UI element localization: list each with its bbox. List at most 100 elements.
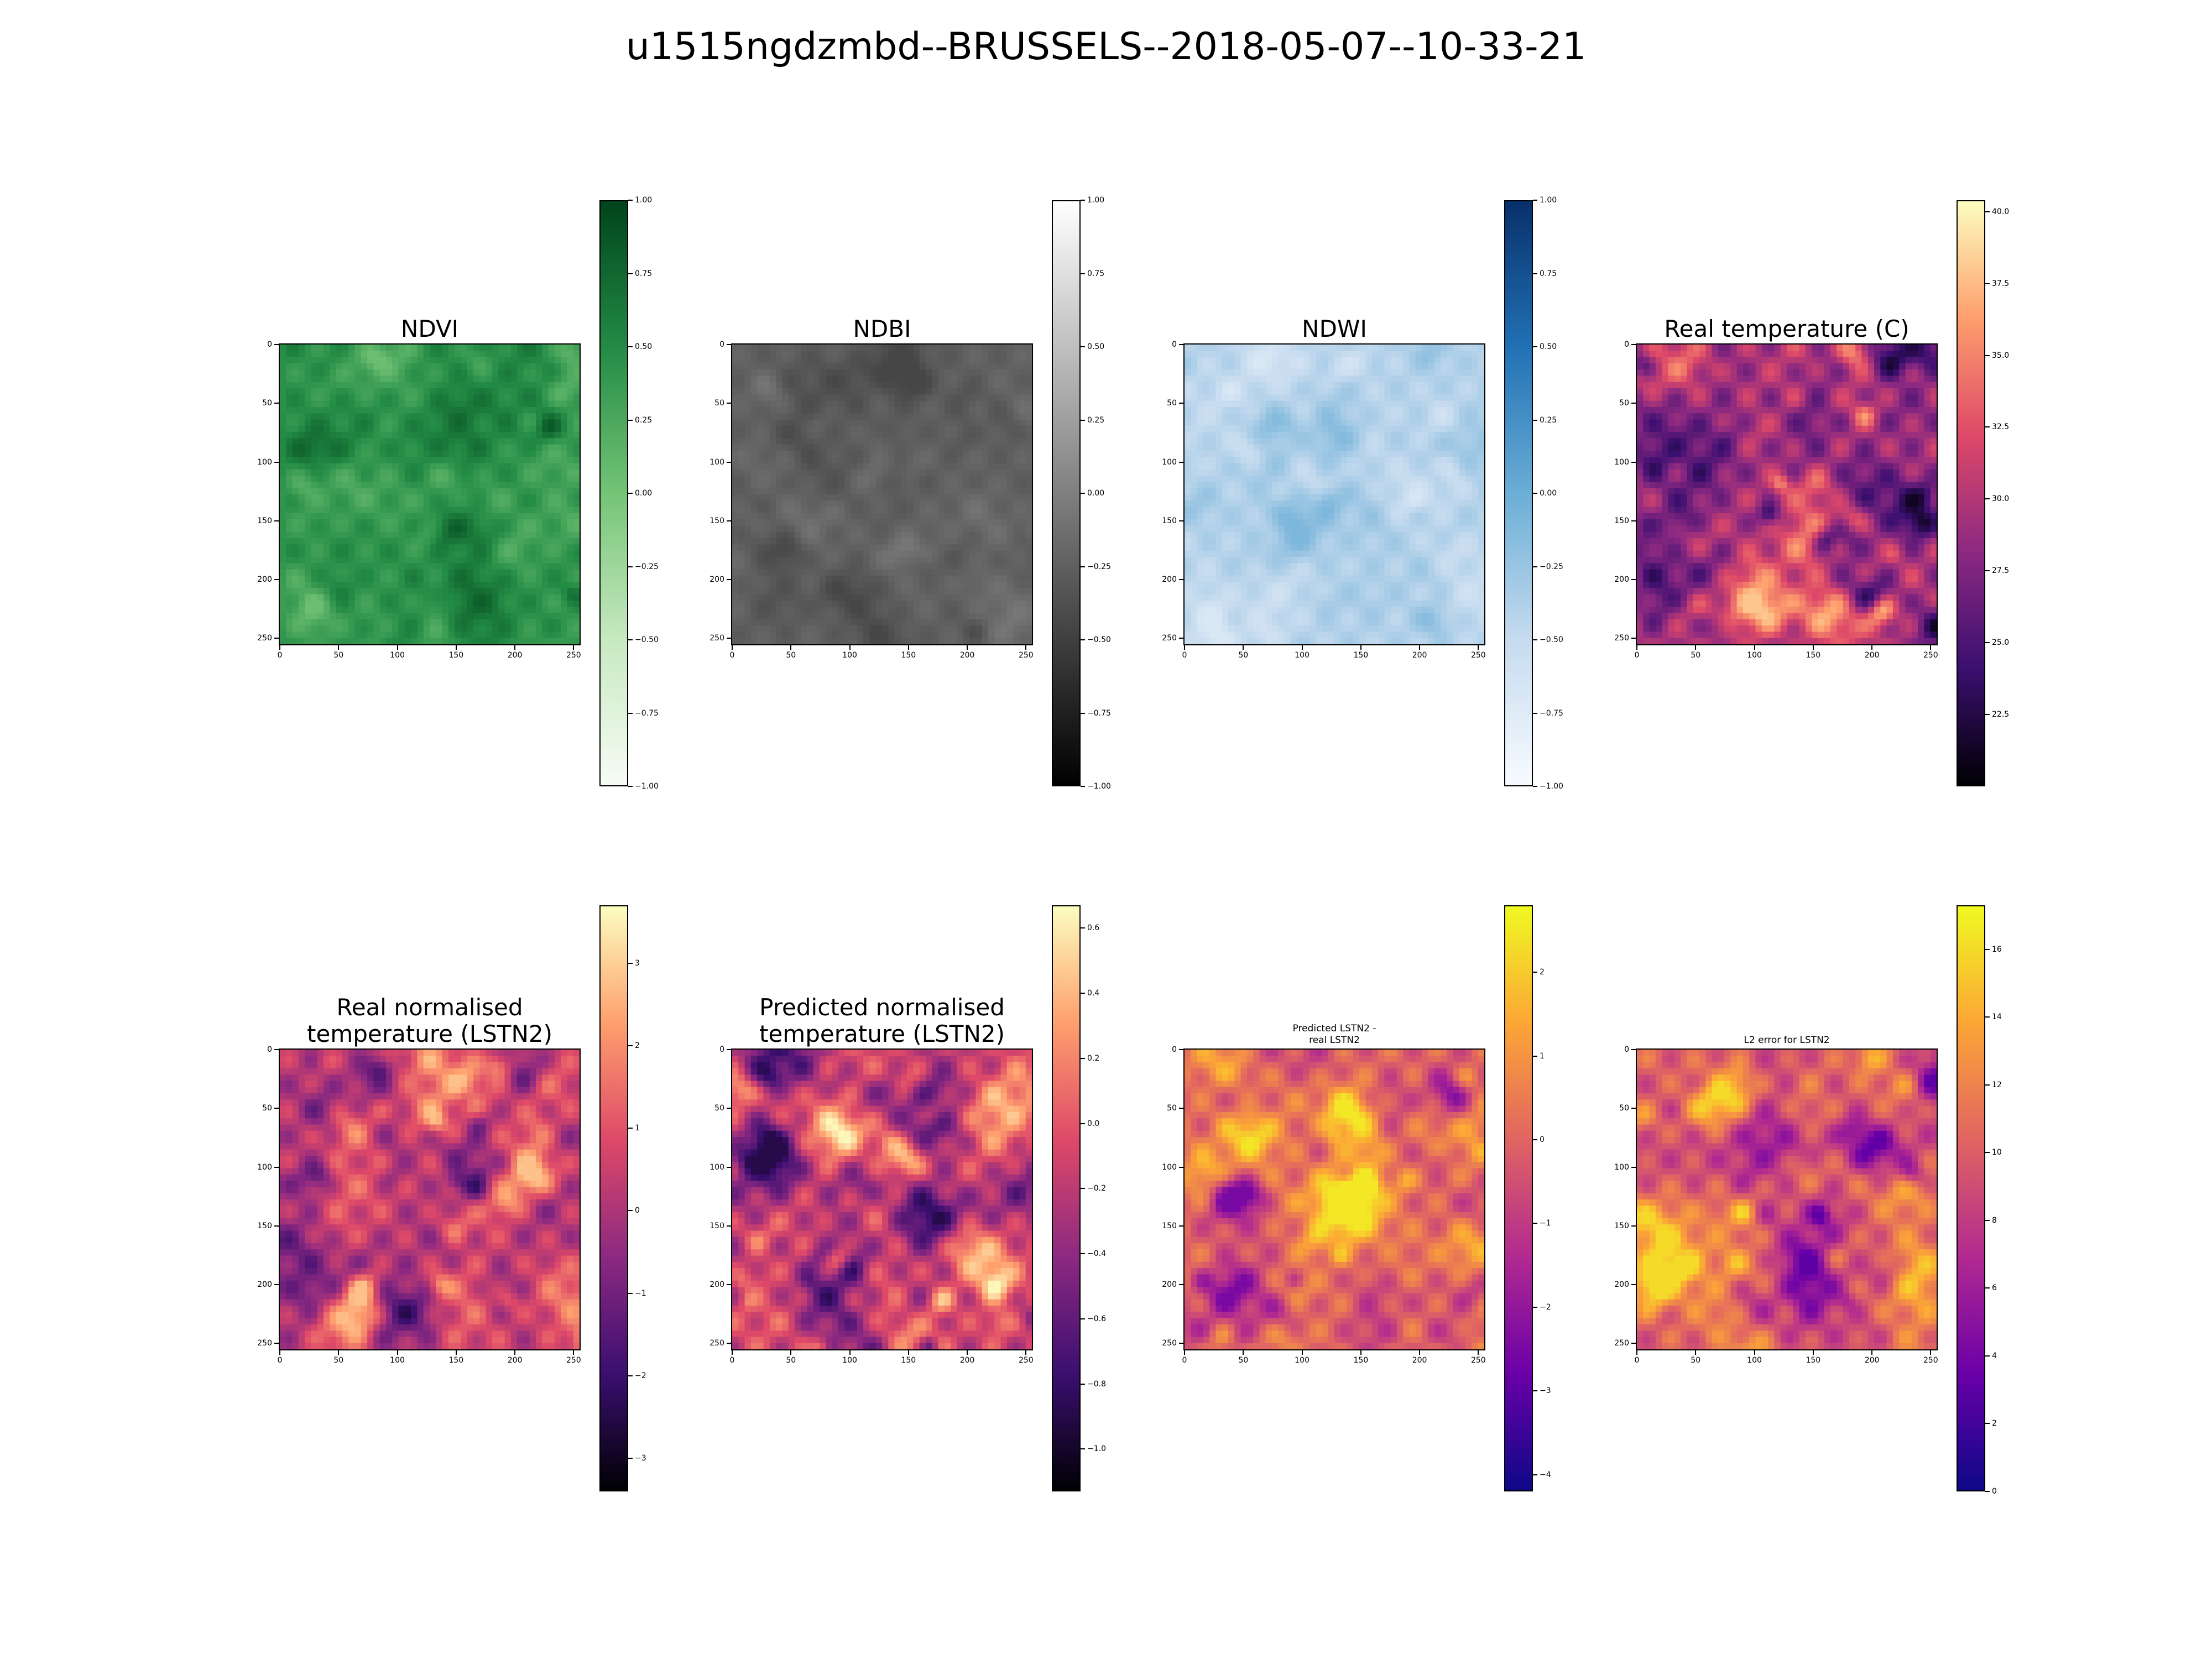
heatmap-cell — [1297, 357, 1304, 364]
heatmap-cell — [367, 457, 374, 464]
heatmap-cell — [523, 382, 530, 389]
heatmap-cell — [863, 382, 870, 389]
heatmap-cell — [1006, 556, 1014, 564]
heatmap-cell — [542, 482, 549, 489]
heatmap-cell — [542, 556, 549, 564]
heatmap-cell — [1234, 357, 1241, 364]
heatmap-cell — [782, 469, 789, 476]
heatmap-cell — [423, 632, 430, 639]
heatmap-cell — [844, 432, 852, 439]
heatmap-cell — [348, 625, 356, 633]
heatmap-cell — [832, 600, 839, 607]
heatmap-cell — [354, 531, 362, 539]
heatmap-cell — [467, 494, 474, 501]
heatmap-cell — [988, 625, 995, 633]
heatmap-cell — [535, 457, 542, 464]
heatmap-cell — [875, 369, 883, 377]
heatmap-cell — [561, 563, 568, 570]
heatmap-cell — [317, 425, 324, 432]
heatmap-cell — [517, 600, 524, 607]
heatmap-cell — [926, 400, 932, 408]
heatmap-cell — [342, 519, 349, 526]
heatmap-cell — [286, 575, 293, 582]
heatmap-cell — [342, 594, 349, 601]
heatmap-cell — [888, 457, 895, 464]
heatmap-cell — [982, 613, 989, 620]
heatmap-cell — [938, 638, 945, 644]
heatmap-cell — [404, 550, 411, 557]
heatmap-cell — [542, 357, 549, 364]
heatmap-cell — [732, 419, 739, 426]
heatmap-cell — [1353, 363, 1360, 370]
heatmap-cell — [430, 488, 436, 495]
heatmap-cell — [938, 476, 945, 483]
heatmap-cell — [813, 425, 820, 432]
heatmap-cell — [392, 500, 399, 508]
heatmap-cell — [342, 556, 349, 564]
heatmap-cell — [957, 563, 964, 570]
heatmap-cell — [280, 525, 286, 533]
heatmap-cell — [411, 419, 418, 426]
heatmap-cell — [573, 613, 580, 620]
heatmap-cell — [554, 513, 561, 520]
heatmap-cell — [392, 450, 399, 457]
heatmap-cell — [523, 531, 530, 539]
heatmap-cell — [863, 594, 870, 601]
heatmap-cell — [298, 519, 305, 526]
heatmap-cell — [788, 444, 795, 451]
heatmap-cell — [769, 457, 776, 464]
heatmap-cell — [404, 400, 411, 408]
heatmap-cell — [554, 594, 561, 601]
heatmap-cell — [882, 569, 889, 576]
heatmap-cell — [292, 469, 299, 476]
heatmap-cell — [788, 531, 795, 539]
heatmap-cell — [492, 450, 499, 457]
heatmap-cell — [813, 513, 820, 520]
heatmap-cell — [1025, 588, 1032, 595]
heatmap-cell — [963, 525, 970, 533]
heatmap-cell — [1000, 588, 1008, 595]
colorbar-tick-mark — [1081, 419, 1085, 421]
heatmap-cell — [423, 444, 430, 451]
heatmap-cell — [913, 563, 920, 570]
heatmap-cell — [857, 632, 864, 639]
heatmap-cell — [1006, 507, 1014, 514]
heatmap-cell — [373, 525, 380, 533]
heatmap-cell — [367, 382, 374, 389]
heatmap-cell — [535, 357, 542, 364]
heatmap-cell — [932, 569, 939, 576]
heatmap-cell — [367, 638, 374, 644]
heatmap-cell — [280, 388, 286, 395]
heatmap-cell — [757, 345, 764, 351]
heatmap-cell — [1006, 488, 1014, 495]
heatmap-cell — [788, 351, 795, 358]
heatmap-cell — [311, 457, 318, 464]
heatmap-cell — [794, 469, 801, 476]
heatmap-cell — [504, 457, 512, 464]
heatmap-cell — [455, 450, 462, 457]
heatmap-cell — [448, 575, 455, 582]
heatmap-cell — [324, 594, 330, 601]
heatmap-cell — [567, 363, 574, 370]
heatmap-cell — [430, 575, 436, 582]
heatmap-cell — [900, 507, 907, 514]
heatmap-cell — [988, 619, 995, 626]
heatmap-cell — [926, 363, 932, 370]
heatmap-cell — [907, 476, 914, 483]
heatmap-cell — [994, 419, 1001, 426]
heatmap-cell — [305, 531, 312, 539]
heatmap-cell — [417, 513, 424, 520]
heatmap-cell — [504, 375, 512, 383]
heatmap-cell — [1197, 351, 1204, 358]
heatmap-cell — [436, 425, 443, 432]
heatmap-cell — [826, 382, 833, 389]
heatmap-cell — [926, 450, 932, 457]
heatmap-cell — [763, 382, 770, 389]
heatmap-cell — [404, 632, 411, 639]
heatmap-cell — [510, 375, 518, 383]
heatmap-cell — [367, 444, 374, 451]
heatmap-cell — [436, 400, 443, 408]
heatmap-cell — [894, 544, 901, 551]
heatmap-cell — [1019, 507, 1026, 514]
heatmap-cell — [926, 469, 932, 476]
